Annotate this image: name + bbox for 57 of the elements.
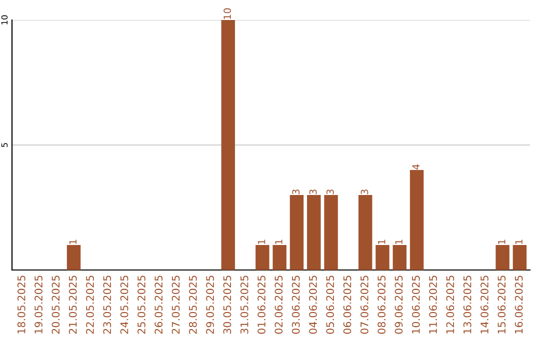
x-tick-label: 16.06.2025	[514, 276, 523, 334]
x-tick-label: 05.06.2025	[326, 276, 334, 334]
x-tick-label: 08.06.2025	[378, 276, 386, 334]
x-tick-label: 09.06.2025	[394, 276, 403, 334]
x-tick-label: 06.06.2025	[343, 276, 352, 334]
bar	[221, 20, 235, 270]
y-tick-label: 5	[1, 143, 8, 148]
data-label: 3	[309, 190, 317, 194]
x-tick-label: 23.05.2025	[103, 276, 112, 334]
data-label: 1	[378, 240, 386, 244]
x-tick-label: 18.05.2025	[17, 276, 26, 334]
data-label: 1	[498, 240, 506, 244]
x-tick-label: 22.05.2025	[86, 276, 94, 334]
x-tick-label: 14.06.2025	[480, 276, 488, 334]
x-tick-label: 07.06.2025	[360, 276, 368, 334]
x-tick-label: 13.06.2025	[463, 276, 472, 334]
x-tick-label: 10.06.2025	[412, 276, 420, 334]
x-tick-label: 30.05.2025	[223, 276, 232, 334]
bar	[392, 245, 407, 270]
bar	[307, 195, 321, 270]
bar	[256, 245, 270, 270]
x-tick-label: 11.06.2025	[429, 276, 437, 334]
data-label: 1	[275, 240, 282, 244]
x-tick-label: 12.06.2025	[446, 276, 454, 334]
data-label: 1	[395, 240, 402, 244]
x-tick-label: 26.05.2025	[154, 276, 163, 334]
data-label: 1	[515, 240, 522, 244]
x-tick-label: 27.05.2025	[172, 276, 180, 334]
data-label: 1	[258, 240, 266, 244]
bar	[66, 245, 81, 270]
x-tick-label: 31.05.2025	[240, 276, 248, 334]
x-tick-label: 21.05.2025	[68, 276, 77, 334]
data-label: 4	[412, 164, 420, 170]
data-label: 3	[360, 190, 368, 194]
x-tick-label: 04.06.2025	[309, 276, 317, 334]
x-tick-label: 29.05.2025	[206, 276, 214, 334]
x-tick-label: 02.06.2025	[274, 276, 283, 334]
x-tick-label: 01.06.2025	[258, 276, 266, 334]
data-label: 3	[326, 190, 334, 194]
x-tick-label: 15.06.2025	[498, 276, 506, 334]
bar	[512, 245, 527, 270]
data-label: 1	[69, 240, 76, 244]
bar	[324, 195, 338, 270]
x-tick-label: 25.05.2025	[138, 276, 146, 334]
bar	[290, 195, 304, 270]
bar	[358, 195, 372, 270]
x-tick-label: 19.05.2025	[34, 276, 42, 334]
x-tick-label: 24.05.2025	[120, 276, 128, 334]
bar	[376, 245, 390, 270]
bar	[496, 245, 510, 270]
bar	[272, 245, 286, 270]
x-tick-label: 28.05.2025	[188, 276, 197, 334]
x-tick-label: 20.05.2025	[52, 276, 60, 334]
data-label: 3	[292, 190, 300, 194]
x-tick-label: 03.06.2025	[292, 276, 300, 334]
data-label: 10	[224, 8, 231, 19]
bar	[410, 170, 424, 270]
